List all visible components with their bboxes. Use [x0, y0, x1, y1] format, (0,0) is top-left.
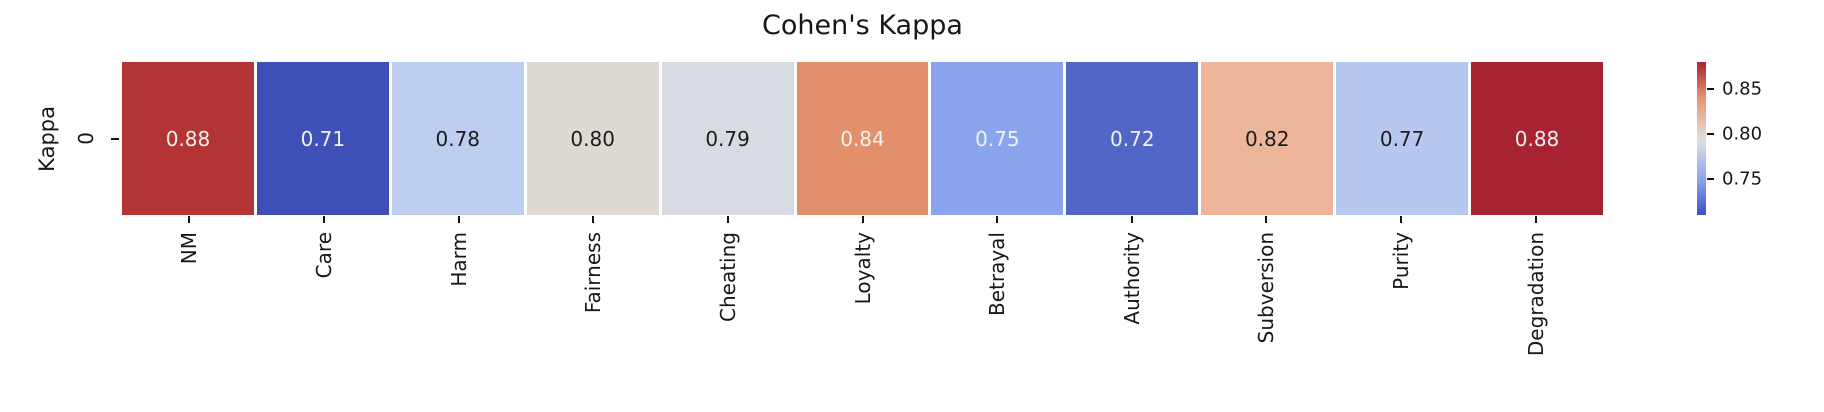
x-tick-mark	[592, 216, 595, 223]
x-axis-ticks	[122, 215, 1603, 224]
colorbar-tick-mark	[1707, 133, 1714, 135]
heatmap-cell: 0.71	[256, 62, 389, 215]
cell-value: 0.80	[570, 126, 615, 151]
cell-value: 0.88	[165, 126, 211, 151]
heatmap: 0.88 0.71 0.78 0.80 0.79 0.84 0.75 0.72 0.82 0.77…	[122, 62, 1603, 215]
y-axis-label-wrap: Kappa	[34, 62, 60, 215]
x-tick-mark	[188, 216, 191, 223]
x-tick-label: Fairness	[581, 232, 606, 314]
cell-value: 0.82	[1244, 126, 1290, 151]
y-tick-label-wrap: 0	[74, 62, 98, 215]
y-tick-mark	[111, 138, 119, 140]
colorbar-ticks: 0.85 0.80 0.75	[1706, 62, 1786, 215]
x-tick-mark	[996, 216, 999, 223]
cell-value: 0.71	[300, 126, 346, 151]
y-axis-label: Kappa	[35, 105, 59, 172]
x-tick-label: Degradation	[1523, 232, 1548, 357]
x-tick-mark	[322, 216, 325, 223]
x-tick-label: Care	[311, 232, 336, 279]
cell-value: 0.79	[705, 126, 750, 151]
x-tick-mark	[1265, 216, 1268, 223]
heatmap-cell: 0.82	[1201, 62, 1334, 215]
x-tick-mark	[1534, 216, 1537, 223]
x-tick-label: Authority	[1119, 232, 1144, 325]
cell-value: 0.72	[1110, 126, 1155, 151]
x-tick-label: Subversion	[1254, 232, 1279, 344]
x-tick-label: Purity	[1389, 232, 1414, 290]
x-tick-label: Betrayal	[985, 232, 1010, 316]
x-tick-label: Cheating	[715, 232, 740, 322]
colorbar-tick-label: 0.75	[1722, 168, 1763, 190]
heatmap-cell: 0.88	[122, 62, 254, 215]
heatmap-cell: 0.79	[661, 62, 794, 215]
x-tick-mark	[457, 216, 460, 223]
colorbar-tick-mark	[1707, 178, 1714, 180]
heatmap-cell: 0.88	[1471, 62, 1603, 215]
chart-title: Cohen's Kappa	[762, 10, 963, 41]
x-tick-label: NM	[177, 232, 202, 265]
cell-value: 0.75	[975, 126, 1020, 151]
cell-value: 0.77	[1379, 126, 1425, 151]
heatmap-cell: 0.75	[931, 62, 1064, 215]
cell-value: 0.84	[840, 126, 885, 151]
x-tick-mark	[726, 216, 729, 223]
x-tick-mark	[1130, 216, 1133, 223]
colorbar	[1697, 62, 1706, 215]
heatmap-cell: 0.78	[391, 62, 524, 215]
x-tick-label: Harm	[446, 232, 471, 287]
colorbar-tick-label: 0.80	[1722, 123, 1763, 145]
x-tick-mark	[1400, 216, 1403, 223]
heatmap-cell: 0.80	[526, 62, 659, 215]
y-tick-label: 0	[74, 132, 98, 145]
colorbar-tick-label: 0.85	[1722, 78, 1763, 100]
x-tick-label: Loyalty	[850, 232, 875, 305]
heatmap-cell: 0.72	[1066, 62, 1199, 215]
cell-value: 0.78	[435, 126, 481, 151]
x-axis-labels: NM Care Harm Fairness Cheating Loyalty Betraya…	[122, 232, 1603, 402]
x-tick-mark	[861, 216, 864, 223]
colorbar-tick-mark	[1707, 88, 1714, 90]
heatmap-cell: 0.77	[1336, 62, 1469, 215]
cell-value: 0.88	[1514, 126, 1560, 151]
heatmap-cell: 0.84	[796, 62, 929, 215]
